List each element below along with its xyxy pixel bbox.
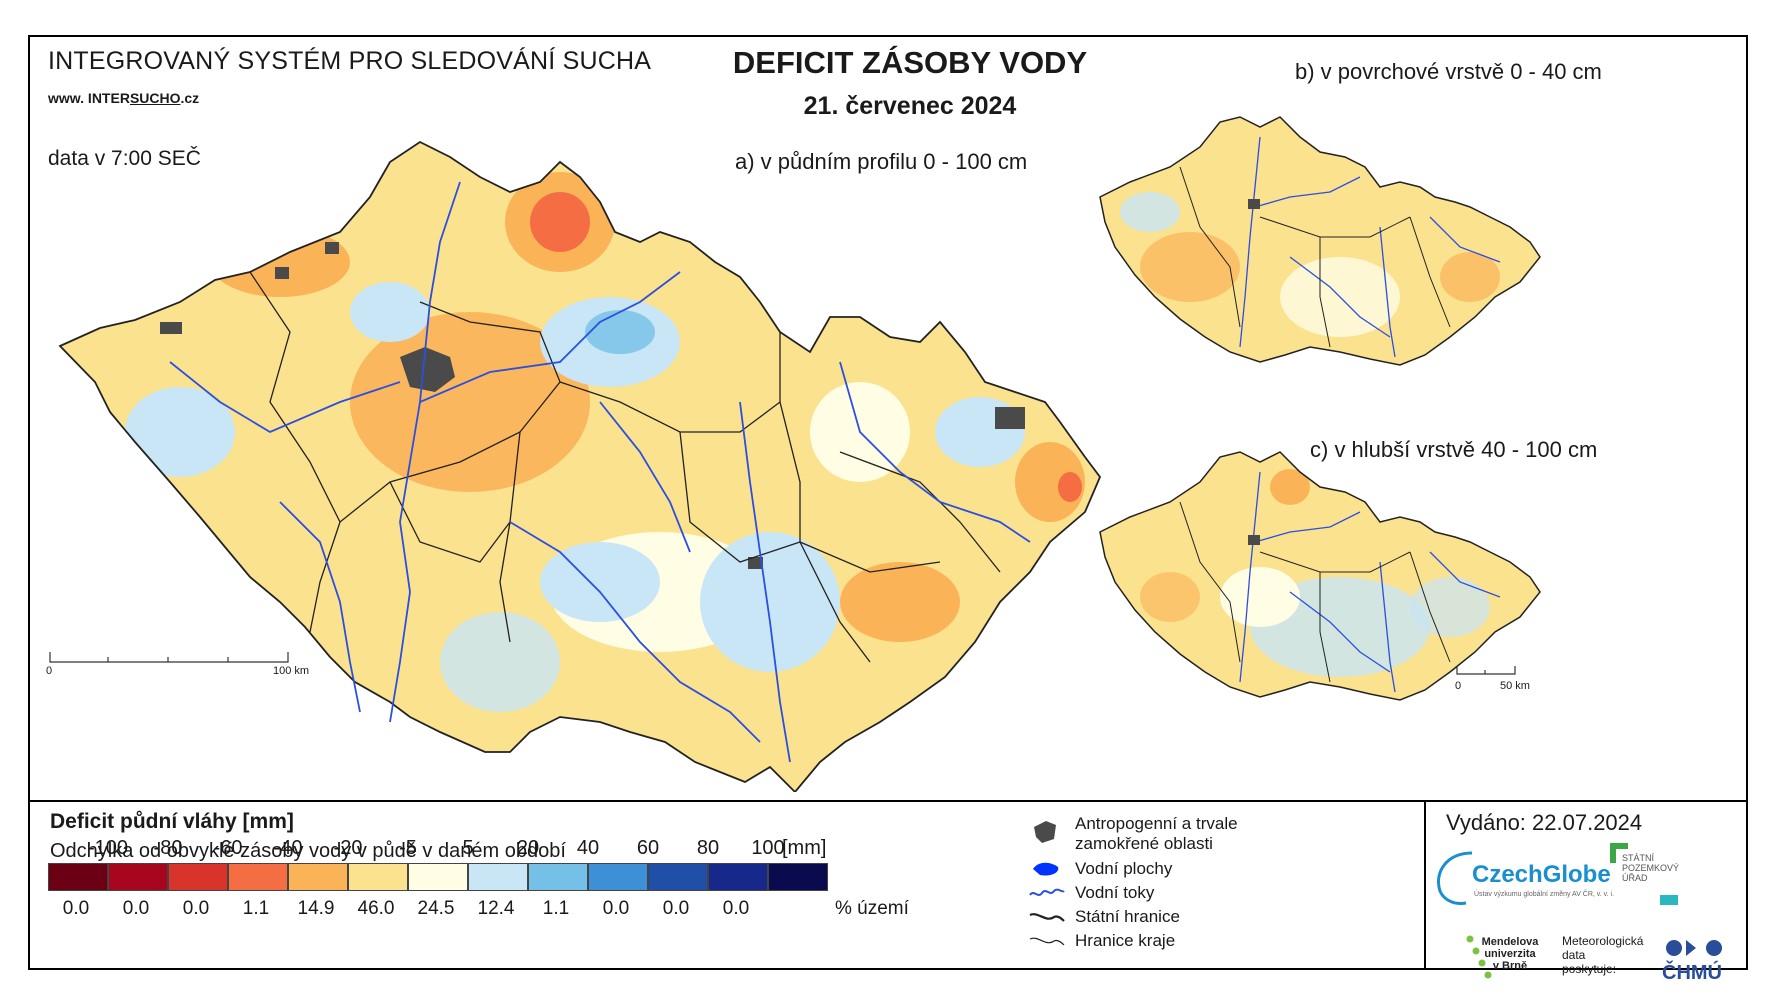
legend-tick: 20	[516, 837, 540, 859]
legend-water-label: Vodní plochy	[1075, 859, 1173, 878]
chmu-logo: ČHMÚ	[1662, 962, 1722, 984]
legend-percent: 46.0	[357, 898, 395, 919]
map-c-label: c) v hlubší vrstvě 40 - 100 cm	[1310, 437, 1598, 462]
legend-percent: 12.4	[477, 898, 515, 919]
system-title: INTEGROVANÝ SYSTÉM PRO SLEDOVÁNÍ SUCHA	[48, 47, 652, 75]
legend-tick: -100	[87, 837, 129, 859]
website-link[interactable]: www. INTERSUCHO.cz	[48, 90, 200, 106]
legend-region-border-label: Hranice kraje	[1075, 931, 1176, 950]
legend-tick: 5	[462, 837, 474, 859]
legend-percent: 14.9	[297, 898, 335, 919]
scale-small-zero: 0	[1455, 680, 1462, 692]
map-date: 21. červenec 2024	[803, 92, 1017, 120]
legend-tick: 40	[576, 837, 600, 859]
legend-state-border-label: Státní hranice	[1075, 907, 1180, 926]
legend-percent: 0.0	[662, 898, 690, 919]
data-time: data v 7:00 SEČ	[48, 147, 201, 170]
legend-swatch	[108, 863, 168, 891]
legend-unit: [mm]	[782, 837, 827, 859]
issued-date: Vydáno: 22.07.2024	[1446, 810, 1643, 835]
scale-bar-main	[49, 652, 289, 663]
spu-logo: STÁTNÍ POZEMKOVÝ ÚŘAD	[1622, 853, 1680, 883]
legend-swatch	[708, 863, 768, 891]
legend-swatch	[768, 863, 828, 891]
legend-swatch	[528, 863, 588, 891]
legend-tick: -20	[333, 837, 363, 859]
legend-tick: -5	[399, 837, 417, 859]
spu-logo-icon	[1610, 843, 1628, 863]
legend-swatch	[288, 863, 348, 891]
czechglobe-logo-arc	[1437, 851, 1473, 905]
legend-river-label: Vodní toky	[1075, 883, 1155, 902]
map-frame: INTEGROVANÝ SYSTÉM PRO SLEDOVÁNÍ SUCHA w…	[28, 35, 1748, 984]
mendel-logo: Mendelova univerzita v Brně	[1481, 936, 1539, 972]
legend-tick: 80	[696, 837, 720, 859]
legend-swatch	[48, 863, 108, 891]
legend-urban-label-2: zamokřené oblasti	[1075, 834, 1213, 853]
legend-percent: 1.1	[242, 898, 270, 919]
legend-swatch	[228, 863, 288, 891]
map-a-full-profile	[58, 140, 1102, 792]
czechglobe-sub: Ústav výzkumu globální změny AV ČR, v. v…	[1474, 891, 1615, 898]
river-icon	[1029, 888, 1065, 896]
spu-logo-square-icon	[1660, 895, 1678, 905]
legend-tick: -40	[273, 837, 303, 859]
footer-divider	[1424, 800, 1426, 970]
map-b-surface	[1099, 116, 1541, 366]
legend-percent: 24.5	[417, 898, 455, 919]
page-title: DEFICIT ZÁSOBY VODY	[732, 45, 1088, 80]
mendel-logo-icon	[1466, 935, 1492, 979]
legend-urban-label-1: Antropogenní a trvale	[1075, 814, 1238, 833]
legend-swatch	[648, 863, 708, 891]
legend-title: Deficit půdní vláhy [mm]	[50, 810, 294, 833]
region-border-icon	[1029, 937, 1065, 946]
legend-percent: 0.0	[182, 898, 210, 919]
legend-swatch	[168, 863, 228, 891]
scale-small-end: 50 km	[1500, 680, 1530, 692]
legend-percent: 0.0	[62, 898, 90, 919]
scale-main-end: 100 km	[273, 665, 310, 677]
legend-tick: 60	[636, 837, 660, 859]
legend-tick: -80	[153, 837, 183, 859]
scale-bar-small	[1456, 666, 1516, 675]
scale-main-zero: 0	[46, 665, 53, 677]
legend-swatch	[468, 863, 528, 891]
legend-divider	[30, 800, 1746, 802]
legend-subtitle: Odchylka od obvyklé zásoby vody v půdě v…	[50, 840, 566, 862]
urban-symbol-icon	[1034, 821, 1056, 843]
map-b-label: b) v povrchové vrstvě 0 - 40 cm	[1295, 59, 1602, 84]
czechglobe-logo: CzechGlobe	[1472, 861, 1611, 888]
map-a-label: a) v půdním profilu 0 - 100 cm	[735, 149, 1028, 174]
legend-tick: 100	[751, 837, 785, 859]
legend-percent: 0.0	[722, 898, 750, 919]
legend-percent-label: % území	[835, 898, 909, 919]
legend-swatch	[588, 863, 648, 891]
water-body-icon	[1033, 862, 1059, 876]
legend-percent: 0.0	[602, 898, 630, 919]
legend-tick: -60	[213, 837, 243, 859]
chmu-logo-icon	[1666, 940, 1722, 956]
state-border-icon	[1029, 913, 1065, 922]
meteo-data-note: Meteorologická data poskytuje:	[1562, 934, 1644, 976]
legend-percent: 0.0	[122, 898, 150, 919]
legend-swatch	[348, 863, 408, 891]
legend-percent: 1.1	[542, 898, 570, 919]
legend-swatch	[408, 863, 468, 891]
map-c-deeper	[1099, 451, 1541, 701]
